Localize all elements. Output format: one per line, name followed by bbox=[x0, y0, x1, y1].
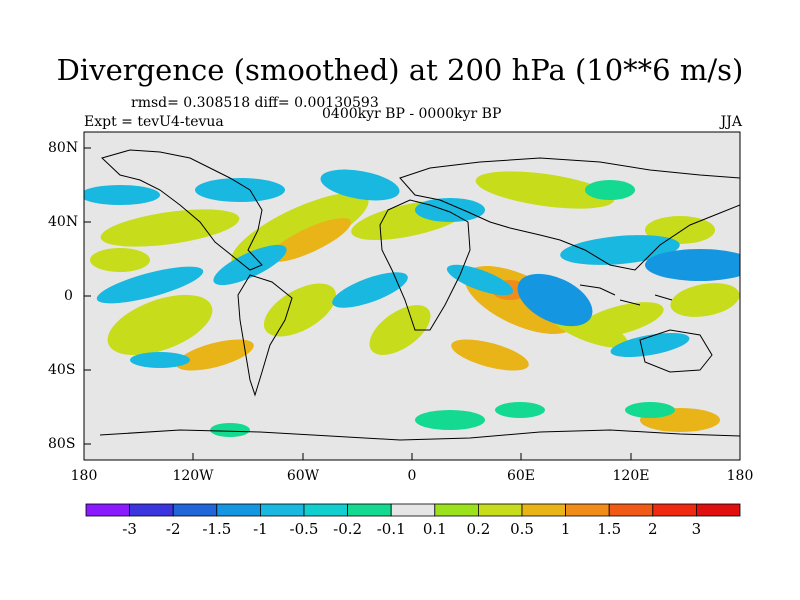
experiment-label: Expt = tevU4-tevua bbox=[84, 114, 224, 130]
colorbar-box bbox=[303, 503, 348, 517]
y-tick-label: 80N bbox=[48, 140, 79, 156]
colorbar-box bbox=[696, 503, 741, 517]
colorbar-box bbox=[390, 503, 436, 517]
colorbar-label: -3 bbox=[122, 520, 137, 538]
y-tick-label: 40S bbox=[48, 362, 76, 378]
colorbar-label: 3 bbox=[691, 520, 702, 538]
colorbar-box bbox=[434, 503, 479, 517]
colorbar-box bbox=[477, 503, 523, 517]
colorbar-box bbox=[347, 503, 392, 517]
plot-title: Divergence (smoothed) at 200 hPa (10**6 … bbox=[56, 53, 744, 87]
colorbar-box bbox=[129, 503, 174, 517]
colorbar-label: 0.5 bbox=[510, 520, 534, 538]
x-tick-label: 60E bbox=[506, 468, 536, 484]
colorbar-label: -2 bbox=[165, 520, 181, 538]
colorbar-label: 0.2 bbox=[466, 520, 491, 538]
x-tick-label: 120E bbox=[612, 468, 650, 484]
colorbar-label: 0.1 bbox=[422, 520, 447, 538]
x-tick-label: 180 bbox=[726, 468, 754, 484]
colorbar-label: 2 bbox=[648, 520, 658, 538]
colorbar-box bbox=[85, 503, 130, 517]
season-label: JJA bbox=[720, 114, 742, 130]
positive-anomalies bbox=[90, 171, 740, 432]
colorbar-label: 1 bbox=[560, 520, 571, 538]
colorbar-label: -1 bbox=[253, 520, 268, 538]
colorbar-box bbox=[565, 503, 610, 517]
colorbar-box bbox=[216, 503, 261, 517]
negative-anomalies bbox=[84, 169, 740, 437]
axis-ticks bbox=[83, 147, 741, 460]
colorbar-box bbox=[259, 503, 305, 517]
colorbar-label: -0.1 bbox=[376, 520, 406, 538]
coastlines bbox=[99, 149, 740, 441]
y-tick-label: 0 bbox=[64, 288, 73, 304]
period-label: 0400kyr BP - 0000kyr BP bbox=[322, 106, 502, 122]
colorbar-label: -0.2 bbox=[333, 520, 363, 538]
x-tick-label: 60W bbox=[286, 468, 320, 484]
y-tick-label: 40N bbox=[48, 214, 79, 230]
x-tick-label: 180 bbox=[70, 468, 98, 484]
divergence-field bbox=[84, 169, 740, 437]
colorbar-label: 1.5 bbox=[597, 520, 622, 538]
colorbar-box bbox=[652, 503, 697, 517]
x-tick-label: 120W bbox=[172, 468, 214, 484]
colorbar-box bbox=[521, 503, 566, 517]
x-tick-label: 0 bbox=[407, 468, 417, 484]
colorbar-box bbox=[172, 503, 218, 517]
colorbar-box bbox=[608, 503, 654, 517]
stats-label: rmsd= 0.308518 diff= 0.00130593 bbox=[131, 95, 379, 111]
y-tick-label: 80S bbox=[48, 436, 76, 452]
colorbar-label: -1.5 bbox=[202, 520, 232, 538]
colorbar-label: -0.5 bbox=[289, 520, 319, 538]
